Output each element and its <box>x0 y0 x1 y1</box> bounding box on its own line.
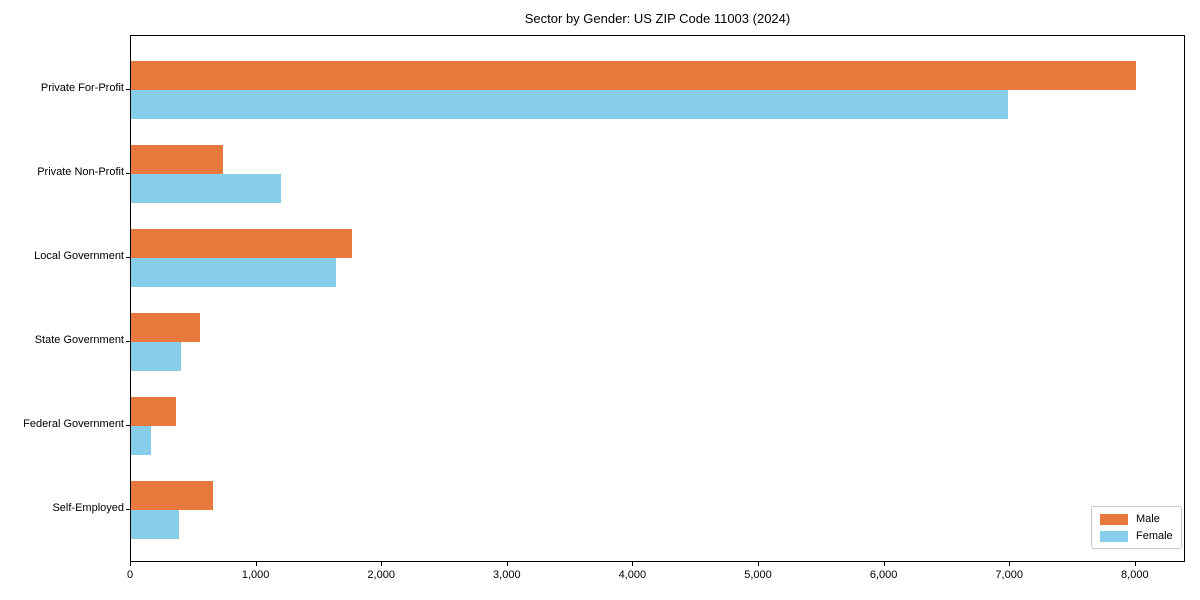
x-tick-label-3000: 3,000 <box>493 569 521 581</box>
x-tick-mark <box>758 562 759 566</box>
x-tick-mark <box>381 562 383 566</box>
chart-title: Sector by Gender: US ZIP Code 11003 (202… <box>524 11 791 26</box>
x-tick-label-4000: 4,000 <box>618 569 647 581</box>
x-tick-mark <box>130 562 131 566</box>
bar-female-state-government <box>131 342 182 371</box>
plot-area <box>130 35 1185 562</box>
y-tick-label-local-government: Local Government <box>34 250 124 262</box>
bar-male-private-non-profit <box>131 145 223 174</box>
bar-female-private-for-profit <box>131 90 1008 119</box>
x-tick-label-0: 0 <box>126 569 134 581</box>
x-tick-mark <box>1134 562 1136 566</box>
female-color-swatch <box>1100 530 1128 542</box>
bar-male-private-for-profit <box>131 61 1136 90</box>
y-tick-mark <box>126 425 130 426</box>
legend-label-male: Male <box>1136 513 1160 525</box>
bar-female-federal-government <box>131 426 152 455</box>
bar-male-state-government <box>131 313 201 342</box>
legend-label-female: Female <box>1136 530 1173 542</box>
y-tick-mark <box>126 509 130 510</box>
bar-male-federal-government <box>131 397 177 426</box>
x-tick-mark <box>255 562 257 566</box>
x-tick-label-2000: 2,000 <box>367 569 395 581</box>
y-tick-label-state-government: State Government <box>34 334 124 346</box>
y-tick-mark <box>126 173 130 174</box>
x-tick-mark <box>883 562 885 566</box>
legend-item-female: Female <box>1100 530 1173 542</box>
male-color-swatch <box>1100 513 1128 525</box>
bar-female-local-government <box>131 258 336 287</box>
y-tick-label-private-non-profit: Private Non-Profit <box>37 166 124 178</box>
y-tick-label-self-employed: Self-Employed <box>52 502 124 514</box>
bar-male-local-government <box>131 229 352 258</box>
y-tick-label-private-for-profit: Private For-Profit <box>40 82 124 94</box>
x-tick-label-8000: 8,000 <box>1121 569 1149 581</box>
bar-male-self-employed <box>131 481 213 510</box>
y-tick-mark <box>126 89 130 90</box>
legend-item-male: Male <box>1100 513 1173 525</box>
x-tick-label-7000: 7,000 <box>995 569 1023 581</box>
x-tick-mark <box>1009 562 1011 566</box>
x-tick-mark <box>506 562 508 566</box>
y-tick-mark <box>126 257 130 258</box>
y-tick-mark <box>126 341 130 342</box>
bar-female-private-non-profit <box>131 174 281 203</box>
x-tick-label-6000: 6,000 <box>869 569 898 581</box>
legend: Male Female <box>1091 506 1182 549</box>
x-tick-label-1000: 1,000 <box>241 569 270 581</box>
x-tick-mark <box>632 562 634 566</box>
y-tick-label-federal-government: Federal Government <box>23 418 124 430</box>
x-tick-label-5000: 5,000 <box>744 569 772 581</box>
bar-female-self-employed <box>131 510 179 539</box>
